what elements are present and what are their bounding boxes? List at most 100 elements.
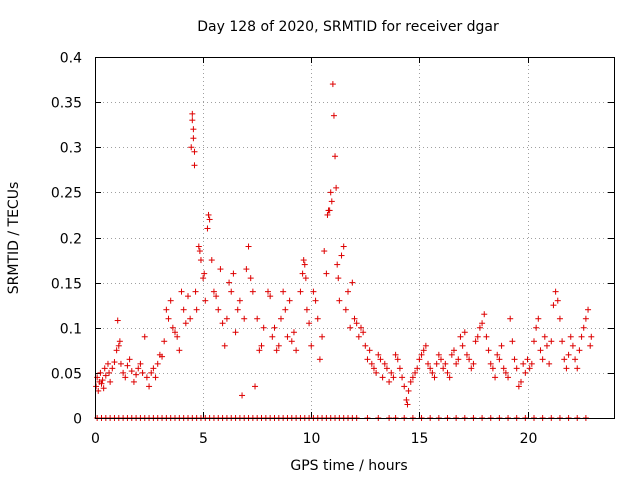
data-point: [122, 374, 129, 381]
data-point: [95, 387, 102, 394]
data-point: [526, 365, 533, 372]
data-point: [116, 338, 123, 345]
data-point: [502, 369, 509, 376]
data-point: [539, 356, 546, 363]
data-point: [196, 248, 203, 255]
data-point: [316, 356, 323, 363]
data-point: [353, 320, 360, 327]
data-point: [453, 360, 460, 367]
data-point: [522, 369, 529, 376]
y-tick-label: 0.25: [51, 186, 82, 202]
data-point: [559, 338, 566, 345]
data-point: [109, 365, 116, 372]
data-point: [340, 243, 347, 250]
data-point: [143, 374, 150, 381]
data-point: [370, 365, 377, 372]
data-point: [188, 144, 195, 151]
data-point: [418, 351, 425, 358]
data-point: [450, 347, 457, 354]
data-point: [507, 315, 514, 322]
data-point: [163, 306, 170, 313]
data-point: [332, 153, 339, 160]
data-point: [273, 347, 280, 354]
data-point: [115, 342, 122, 349]
data-point: [154, 360, 161, 367]
data-point: [293, 347, 300, 354]
y-tick-label: 0.3: [60, 141, 82, 157]
data-point: [518, 378, 525, 385]
data-point: [327, 189, 334, 196]
data-point: [232, 329, 239, 336]
data-point: [360, 329, 367, 336]
data-point: [206, 216, 213, 223]
data-point: [172, 329, 179, 336]
data-point: [399, 374, 406, 381]
data-point: [290, 329, 297, 336]
data-point: [548, 338, 555, 345]
data-point: [267, 293, 274, 300]
data-point: [107, 378, 114, 385]
data-point: [433, 360, 440, 367]
data-point: [190, 126, 197, 133]
data-point: [128, 368, 135, 375]
data-point: [191, 148, 198, 155]
data-point: [444, 369, 451, 376]
y-tick-label: 0: [73, 412, 82, 428]
data-points: [93, 81, 595, 421]
data-point: [513, 365, 520, 372]
data-point: [572, 356, 579, 363]
data-point: [463, 351, 470, 358]
data-point: [574, 365, 581, 372]
data-point: [485, 347, 492, 354]
plot-frame: [95, 57, 615, 419]
data-point: [412, 369, 419, 376]
data-point: [102, 372, 109, 379]
data-point: [184, 293, 191, 300]
data-point: [388, 369, 395, 376]
x-tick-label: 10: [303, 431, 321, 447]
data-point: [554, 297, 561, 304]
data-point: [390, 374, 397, 381]
y-tick-label: 0.35: [51, 96, 82, 112]
chart-title: Day 128 of 2020, SRMTID for receiver dga…: [197, 19, 499, 35]
data-point: [306, 320, 313, 327]
data-point: [414, 365, 421, 372]
data-point: [476, 324, 483, 331]
data-point: [258, 342, 265, 349]
data-point: [254, 315, 261, 322]
data-point: [193, 306, 200, 313]
data-point: [141, 333, 148, 340]
data-point: [277, 315, 284, 322]
data-point: [187, 315, 194, 322]
data-point: [379, 374, 386, 381]
data-point: [455, 356, 462, 363]
data-point: [161, 338, 168, 345]
data-point: [217, 266, 224, 273]
data-point: [114, 317, 121, 324]
data-point: [468, 365, 475, 372]
data-point: [505, 374, 512, 381]
data-point: [427, 365, 434, 372]
data-point: [330, 112, 337, 119]
data-point: [213, 293, 220, 300]
data-point: [448, 351, 455, 358]
data-point: [338, 252, 345, 259]
data-point: [431, 374, 438, 381]
data-point: [347, 324, 354, 331]
data-point: [442, 360, 449, 367]
data-point: [280, 288, 287, 295]
data-point: [167, 297, 174, 304]
data-point: [470, 360, 477, 367]
axis-ticks: 0 5 10 15 20 0 0.05 0.1 0.15 0.2 0.25 0.3 0.35 0.4: [51, 51, 614, 447]
data-point: [299, 270, 306, 277]
data-point: [302, 275, 309, 282]
data-point: [355, 333, 362, 340]
data-point: [324, 211, 331, 218]
data-point: [550, 302, 557, 309]
x-tick-label: 20: [520, 431, 538, 447]
data-point: [205, 211, 212, 218]
data-point: [130, 378, 137, 385]
data-point: [392, 351, 399, 358]
data-point: [192, 288, 199, 295]
data-point: [588, 333, 595, 340]
